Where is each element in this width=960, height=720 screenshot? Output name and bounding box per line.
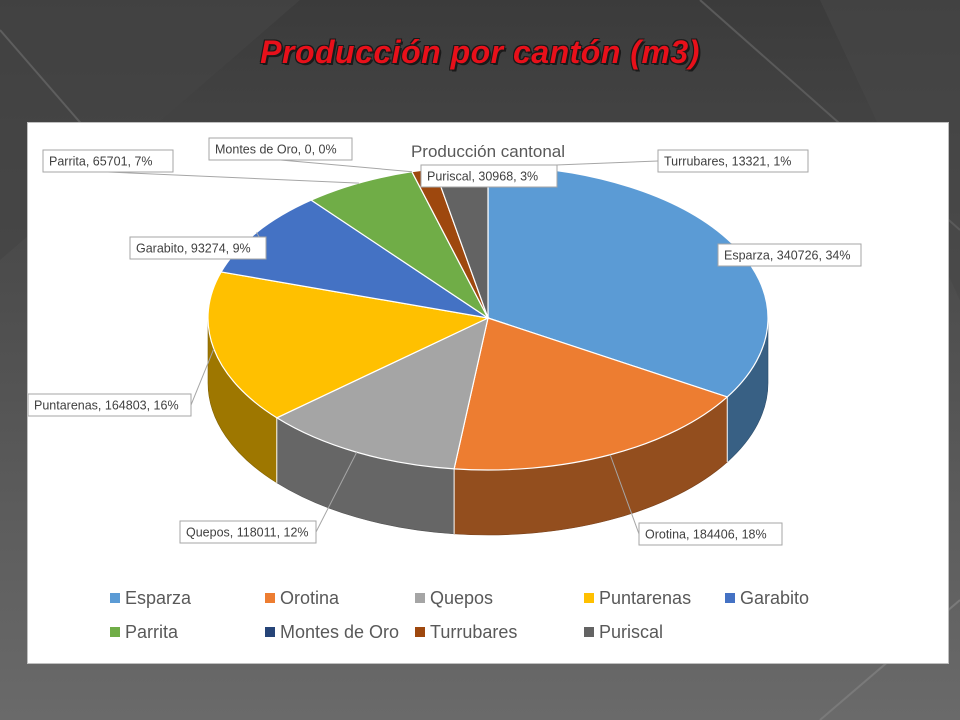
legend-item-puriscal[interactable]: Puriscal — [584, 622, 663, 642]
leader-line-parrita — [107, 171, 359, 184]
leader-line-montes-de-oro — [280, 159, 412, 173]
data-label-puntarenas: Puntarenas, 164803, 16% — [34, 399, 179, 413]
legend-label-quepos: Quepos — [430, 588, 493, 608]
data-label-garabito: Garabito, 93274, 9% — [136, 242, 251, 256]
slice-quepos[interactable] — [275, 316, 489, 470]
data-label-box-quepos — [179, 520, 317, 544]
legend-label-montes-de-oro: Montes de Oro — [280, 622, 399, 642]
legend-label-orotina: Orotina — [280, 588, 340, 608]
slice-garabito[interactable] — [220, 199, 489, 319]
legend-item-garabito[interactable]: Garabito — [725, 588, 809, 608]
pie-top — [207, 165, 769, 471]
legend-swatch-garabito — [725, 593, 735, 603]
legend-item-parrita[interactable]: Parrita — [110, 622, 179, 642]
data-label-box-orotina — [638, 522, 783, 546]
data-label-turrubares: Turrubares, 13321, 1% — [664, 155, 791, 169]
legend-item-quepos[interactable]: Quepos — [415, 588, 493, 608]
data-label-box-esparza — [717, 243, 862, 267]
slice-parrita[interactable] — [309, 171, 489, 319]
legend-swatch-parrita — [110, 627, 120, 637]
data-label-esparza: Esparza, 340726, 34% — [724, 249, 850, 263]
legend-swatch-esparza — [110, 593, 120, 603]
legend-item-orotina[interactable]: Orotina — [265, 588, 340, 608]
chart-panel: Producción cantonal Esparza, 340726, 34% O… — [27, 122, 949, 664]
data-label-box-puriscal — [420, 164, 558, 188]
data-label-box-montes-de-oro — [208, 137, 353, 161]
legend: Esparza Orotina Quepos Puntarenas Garabito Pa… — [110, 588, 809, 642]
legend-label-turrubares: Turrubares — [430, 622, 517, 642]
legend-item-montes-de-oro[interactable]: Montes de Oro — [265, 622, 399, 642]
legend-swatch-quepos — [415, 593, 425, 603]
legend-label-puriscal: Puriscal — [599, 622, 663, 642]
legend-label-garabito: Garabito — [740, 588, 809, 608]
slice-puntarenas[interactable] — [207, 271, 490, 419]
legend-swatch-orotina — [265, 593, 275, 603]
legend-label-parrita: Parrita — [125, 622, 179, 642]
legend-swatch-puriscal — [584, 627, 594, 637]
leader-line-quepos — [315, 452, 358, 533]
chart-title: Producción cantonal — [411, 142, 565, 161]
data-label-parrita: Parrita, 65701, 7% — [49, 155, 153, 169]
legend-swatch-montes-de-oro — [265, 627, 275, 637]
legend-label-puntarenas: Puntarenas — [599, 588, 691, 608]
legend-swatch-puntarenas — [584, 593, 594, 603]
legend-swatch-turrubares — [415, 627, 425, 637]
data-label-orotina: Orotina, 184406, 18% — [645, 528, 767, 542]
legend-item-puntarenas[interactable]: Puntarenas — [584, 588, 691, 608]
leader-line-puntarenas — [190, 348, 215, 406]
pie-chart: Producción cantonal Esparza, 340726, 34% O… — [28, 137, 862, 642]
data-label-box-puntarenas — [28, 393, 192, 417]
legend-item-esparza[interactable]: Esparza — [110, 588, 192, 608]
legend-item-turrubares[interactable]: Turrubares — [415, 622, 517, 642]
data-label-puriscal: Puriscal, 30968, 3% — [427, 170, 538, 184]
data-label-box-parrita — [42, 149, 174, 173]
legend-label-esparza: Esparza — [125, 588, 192, 608]
data-labels: Esparza, 340726, 34% Orotina, 184406, 18%… — [28, 137, 862, 546]
data-label-box-turrubares — [657, 149, 809, 173]
leader-line-orotina — [609, 454, 640, 535]
data-label-box-garabito — [129, 236, 267, 260]
data-label-montes-de-oro: Montes de Oro, 0, 0% — [215, 143, 337, 157]
data-label-quepos: Quepos, 118011, 12% — [186, 526, 309, 540]
slide-title: Producción por cantón (m3) — [260, 34, 700, 70]
